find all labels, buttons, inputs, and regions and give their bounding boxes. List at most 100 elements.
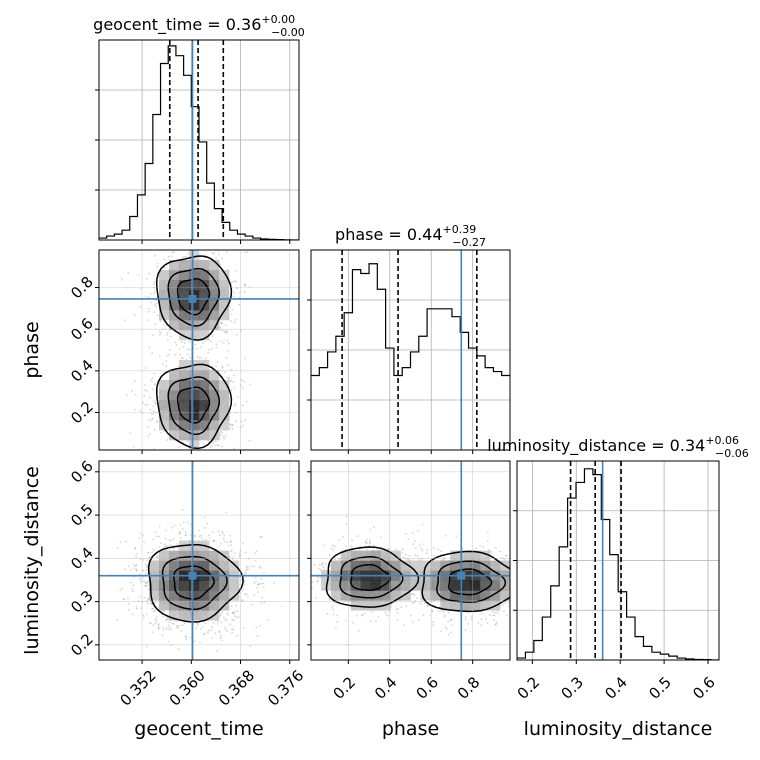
title-plus: +0.06 bbox=[705, 434, 739, 447]
sample-point bbox=[450, 624, 453, 627]
sample-point bbox=[510, 619, 512, 621]
density-cell bbox=[189, 580, 200, 591]
density-cell bbox=[179, 400, 190, 411]
sample-point bbox=[222, 537, 225, 540]
sample-point bbox=[513, 591, 515, 593]
density-cell bbox=[169, 560, 180, 571]
density-cell bbox=[350, 580, 362, 591]
sample-point bbox=[447, 633, 450, 636]
sample-point bbox=[486, 531, 489, 534]
sample-point bbox=[171, 251, 174, 254]
sample-point bbox=[211, 626, 214, 629]
sample-point bbox=[317, 579, 320, 582]
sample-point bbox=[145, 584, 148, 587]
sample-point bbox=[212, 531, 214, 534]
sample-point bbox=[263, 572, 265, 574]
sample-point bbox=[149, 433, 151, 436]
sample-point bbox=[197, 247, 199, 249]
density-cell bbox=[189, 610, 200, 621]
density-cell bbox=[199, 390, 210, 401]
sample-point bbox=[231, 558, 234, 560]
sample-point bbox=[144, 596, 146, 599]
density-cell bbox=[179, 610, 190, 621]
sample-point bbox=[492, 611, 495, 613]
sample-point bbox=[185, 636, 187, 638]
sample-point bbox=[155, 616, 158, 619]
sample-point bbox=[332, 613, 335, 616]
sample-point bbox=[145, 613, 148, 616]
sample-point bbox=[151, 607, 153, 610]
sample-point bbox=[512, 576, 514, 578]
sample-point bbox=[254, 576, 257, 579]
sample-point bbox=[156, 556, 158, 558]
density-cell bbox=[390, 590, 401, 601]
sample-point bbox=[179, 532, 182, 535]
sample-point bbox=[244, 593, 246, 596]
density-cell bbox=[199, 580, 210, 591]
sample-point bbox=[165, 618, 168, 621]
sample-point bbox=[131, 389, 133, 392]
sample-point bbox=[513, 582, 515, 584]
sample-point bbox=[359, 545, 361, 548]
y-tick-label-luminosity_distance: 0.3 bbox=[67, 587, 97, 617]
sample-point bbox=[227, 613, 229, 616]
sample-point bbox=[151, 417, 154, 419]
density-cell bbox=[159, 300, 170, 311]
sample-point bbox=[419, 602, 422, 605]
sample-point bbox=[274, 570, 276, 572]
contour-line bbox=[350, 563, 391, 592]
sample-point bbox=[135, 569, 138, 572]
sample-point bbox=[414, 547, 417, 550]
sample-point bbox=[338, 558, 341, 561]
sample-point bbox=[152, 405, 155, 408]
sample-point bbox=[508, 605, 510, 608]
sample-point bbox=[180, 356, 183, 359]
sample-point bbox=[228, 377, 231, 380]
sample-point bbox=[499, 550, 502, 553]
sample-point bbox=[148, 307, 151, 310]
sample-point bbox=[504, 601, 507, 604]
sample-point bbox=[185, 635, 187, 638]
sample-point bbox=[368, 542, 371, 545]
sample-point bbox=[163, 545, 166, 548]
density-cell bbox=[470, 550, 481, 561]
sample-point bbox=[538, 605, 540, 607]
sample-point bbox=[432, 624, 435, 627]
sample-point bbox=[175, 620, 178, 623]
sample-point bbox=[144, 584, 147, 587]
sample-point bbox=[157, 627, 160, 630]
density-cell bbox=[380, 550, 391, 561]
sample-point bbox=[421, 549, 424, 552]
truth-marker bbox=[188, 571, 197, 580]
sample-point bbox=[524, 568, 526, 570]
sample-point bbox=[154, 323, 157, 326]
sample-point bbox=[505, 614, 508, 617]
sample-point bbox=[133, 563, 135, 566]
sample-point bbox=[165, 545, 168, 548]
sample-point bbox=[412, 531, 414, 534]
sample-point bbox=[139, 409, 142, 412]
sample-point bbox=[331, 544, 334, 547]
sample-point bbox=[224, 435, 227, 438]
sample-point bbox=[455, 535, 458, 538]
sample-point bbox=[366, 548, 368, 551]
sample-point bbox=[245, 566, 248, 569]
sample-point bbox=[214, 257, 217, 260]
sample-point bbox=[181, 357, 184, 360]
sample-point bbox=[235, 604, 238, 607]
density-cell bbox=[179, 600, 190, 611]
sample-point bbox=[226, 612, 229, 615]
sample-point bbox=[147, 419, 150, 421]
sample-point bbox=[227, 544, 230, 547]
sample-point bbox=[263, 585, 265, 588]
panel-frame bbox=[310, 460, 511, 661]
sample-point bbox=[238, 303, 241, 306]
density-cell bbox=[159, 550, 170, 561]
density-cell bbox=[340, 560, 352, 571]
sample-point bbox=[230, 544, 233, 546]
sample-point bbox=[332, 608, 335, 611]
density-cell bbox=[209, 390, 220, 401]
sample-point bbox=[169, 335, 172, 338]
sample-point bbox=[215, 444, 217, 446]
sample-point bbox=[234, 318, 237, 321]
